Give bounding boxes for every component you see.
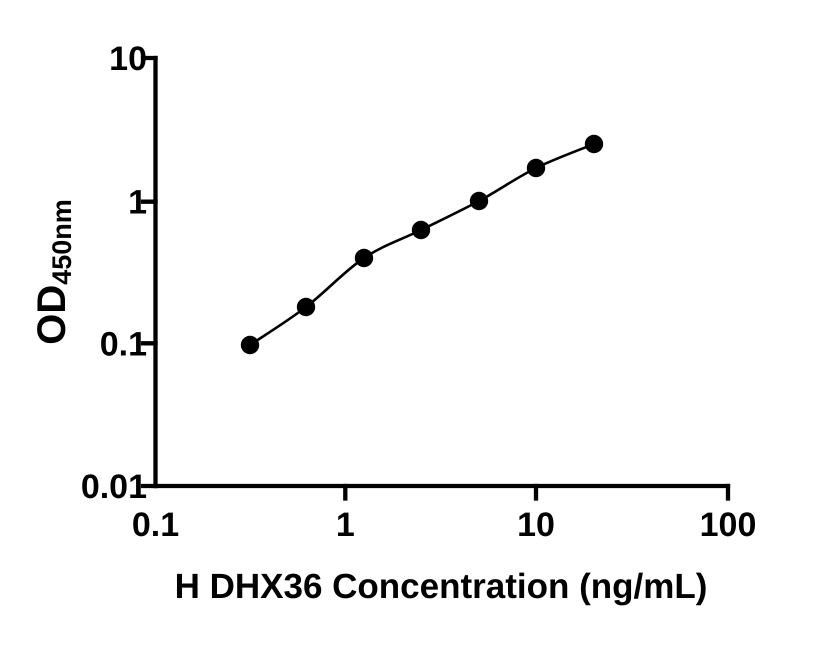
svg-text:0.01: 0.01 (81, 468, 147, 506)
svg-text:100: 100 (700, 506, 757, 544)
svg-text:1: 1 (128, 184, 147, 222)
svg-text:0.1: 0.1 (132, 506, 179, 544)
svg-text:0.1: 0.1 (100, 325, 147, 363)
svg-text:10: 10 (109, 40, 147, 78)
svg-text:1: 1 (336, 506, 355, 544)
svg-text:H DHX36 Concentration (ng/mL): H DHX36 Concentration (ng/mL) (175, 567, 708, 606)
svg-text:10: 10 (517, 506, 555, 544)
svg-text:OD450nm: OD450nm (30, 199, 77, 345)
